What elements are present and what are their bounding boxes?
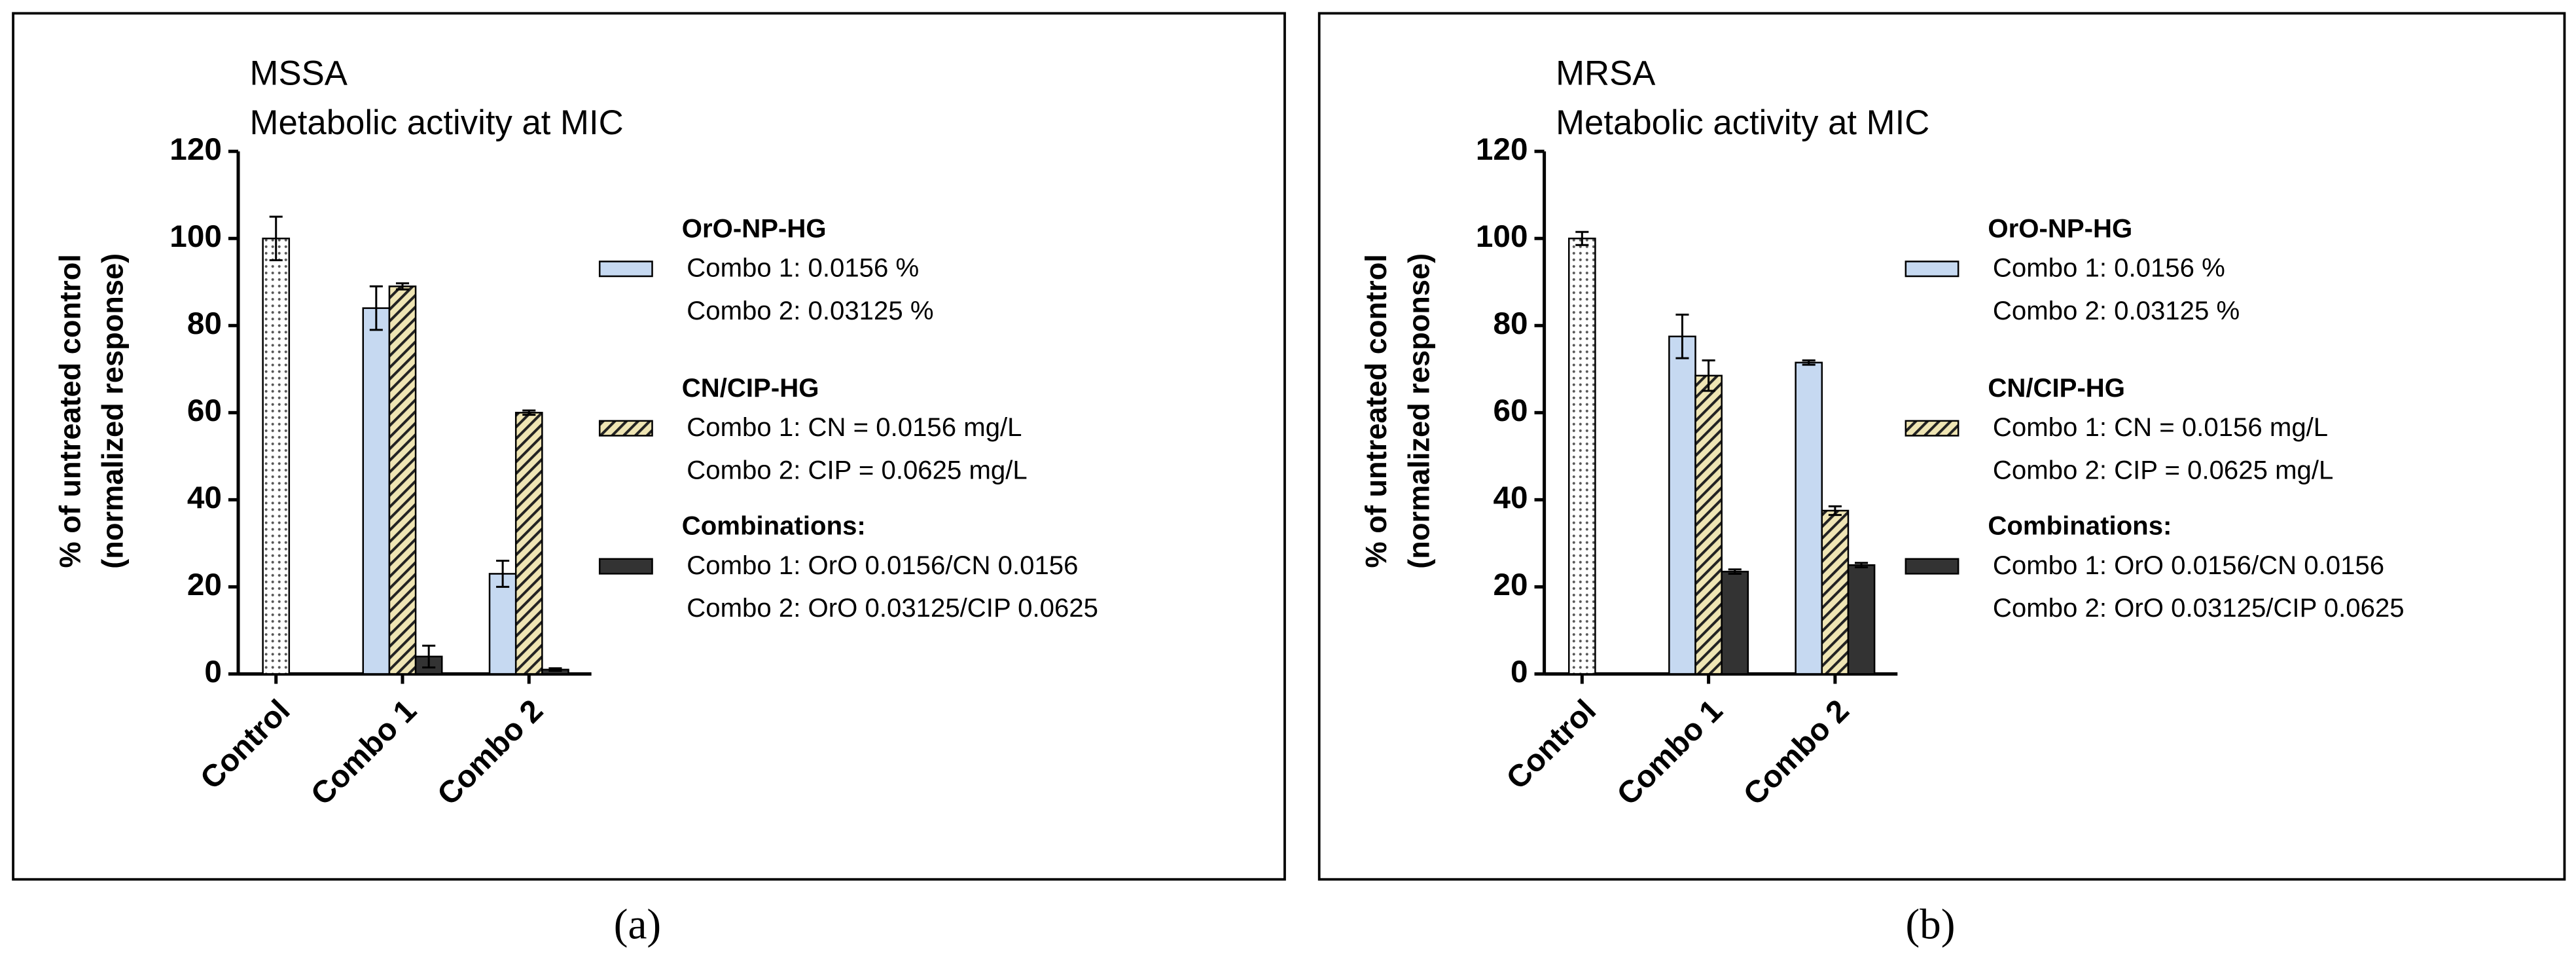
bar (488, 573, 517, 675)
error-bar (1575, 230, 1589, 246)
x-tick-label: Control (1500, 693, 1603, 796)
y-tick-label: 100 (170, 219, 222, 254)
y-tick-label: 100 (1476, 219, 1528, 254)
legend-header: OrO-NP-HG (1988, 213, 2132, 243)
panel-label: (a) (614, 901, 661, 949)
error-bar (1855, 562, 1869, 568)
y-tick-label: 20 (187, 568, 222, 602)
y-tick-label: 120 (170, 132, 222, 167)
error-bar (1702, 359, 1715, 392)
legend-header: OrO-NP-HG (682, 213, 827, 243)
y-axis-label: % of untreated control (1359, 254, 1393, 568)
legend-label: Combo 1: OrO 0.0156/CN 0.0156 (1993, 551, 2384, 580)
bar (362, 307, 391, 675)
y-tick-label: 0 (204, 655, 222, 689)
legend-swatch (598, 558, 653, 575)
bar (1694, 374, 1723, 675)
bar (1821, 509, 1850, 675)
bar (1567, 237, 1596, 675)
y-tick-label: 60 (187, 393, 222, 428)
legend-label: Combo 2: CIP = 0.0625 mg/L (1993, 455, 2333, 484)
legend-header: Combinations: (682, 511, 866, 541)
legend-swatch (1905, 261, 1959, 278)
y-tick-label: 120 (1476, 132, 1528, 167)
error-bar (1828, 505, 1842, 517)
x-tick-label: Combo 1 (1611, 693, 1730, 812)
error-bar (496, 559, 510, 588)
chart-title: MRSA (1556, 54, 1656, 93)
legend-header: CN/CIP-HG (682, 373, 819, 403)
legend-label: Combo 1: CN = 0.0156 mg/L (687, 412, 1022, 442)
y-tick-label: 80 (187, 306, 222, 341)
y-axis-label: (normalized response) (96, 253, 130, 569)
legend-swatch (1905, 558, 1959, 575)
bar (388, 285, 417, 675)
y-tick-label: 40 (1493, 481, 1528, 515)
error-bar (369, 285, 383, 331)
chart-title: Metabolic activity at MIC (250, 103, 624, 142)
error-bar (422, 644, 436, 668)
y-tick-label: 60 (1493, 393, 1528, 428)
chart-title: Metabolic activity at MIC (1556, 103, 1929, 142)
legend-label: Combo 2: OrO 0.03125/CIP 0.0625 (1993, 593, 2405, 623)
bar (262, 237, 291, 675)
legend-label: Combo 2: CIP = 0.0625 mg/L (687, 455, 1027, 484)
legend-label: Combo 2: 0.03125 % (1993, 296, 2240, 325)
legend-label: Combo 2: OrO 0.03125/CIP 0.0625 (687, 593, 1098, 623)
y-axis-label: % of untreated control (53, 254, 86, 568)
panel-label: (b) (1905, 901, 1955, 949)
legend-header: Combinations: (1988, 511, 2172, 541)
error-bar (269, 215, 283, 262)
y-tick-label: 40 (187, 481, 222, 515)
legend-label: Combo 1: 0.0156 % (687, 253, 919, 283)
bar (1721, 570, 1749, 675)
legend-label: Combo 2: 0.03125 % (687, 296, 933, 325)
y-axis-label: (normalized response) (1402, 253, 1435, 569)
bar (514, 412, 543, 675)
legend-swatch (598, 420, 653, 437)
bar (1847, 564, 1876, 675)
panel-frame (12, 12, 1286, 881)
x-tick-label: Combo 1 (304, 693, 423, 812)
x-tick-label: Control (194, 693, 296, 796)
y-tick-label: 0 (1511, 655, 1528, 689)
legend-label: Combo 1: 0.0156 % (1993, 253, 2225, 283)
x-tick-label: Combo 2 (1737, 693, 1856, 812)
x-tick-label: Combo 2 (431, 693, 550, 812)
legend-swatch (598, 261, 653, 278)
error-bar (548, 667, 562, 672)
legend-label: Combo 1: CN = 0.0156 mg/L (1993, 412, 2328, 442)
error-bar (1802, 359, 1816, 366)
error-bar (1728, 568, 1742, 575)
chart-title: MSSA (250, 54, 348, 93)
panel-frame (1317, 12, 2566, 881)
error-bar (395, 282, 410, 291)
legend-label: Combo 1: OrO 0.0156/CN 0.0156 (687, 551, 1078, 580)
bar (1795, 361, 1823, 675)
legend-swatch (1905, 420, 1959, 437)
y-tick-label: 80 (1493, 306, 1528, 341)
error-bar (1675, 314, 1689, 359)
error-bar (522, 409, 536, 416)
legend-header: CN/CIP-HG (1988, 373, 2125, 403)
bar (1668, 335, 1696, 675)
y-tick-label: 20 (1493, 568, 1528, 602)
